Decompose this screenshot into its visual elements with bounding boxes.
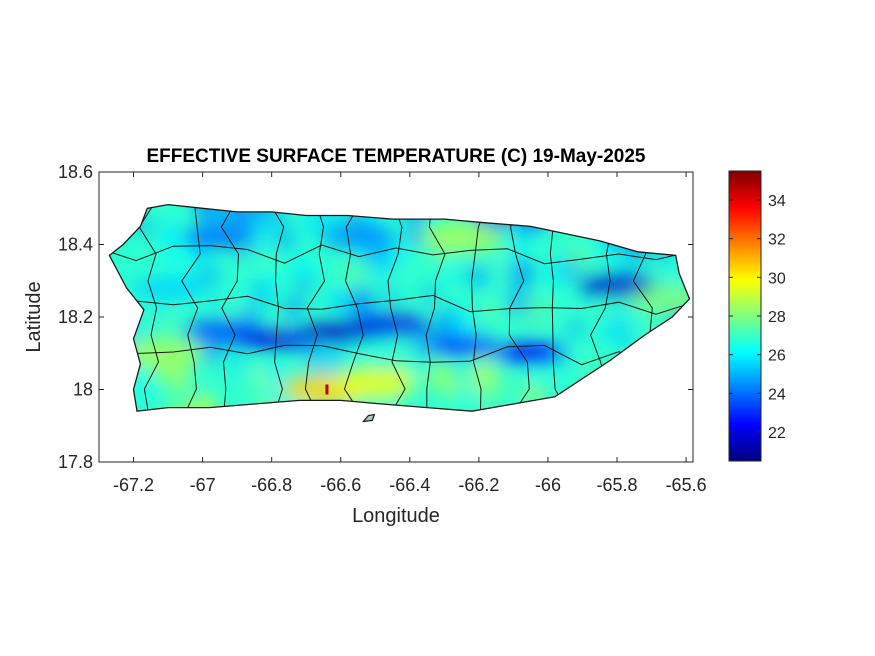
y-tick-label: 18.4 [58,235,93,255]
municipality-line [425,204,446,412]
x-tick-label: -66.8 [251,475,292,495]
warm-spot [333,366,418,399]
field-cell [164,365,191,393]
coastline [108,203,691,412]
cool-spot [233,327,310,350]
colorbar-tick-label: 28 [768,309,786,326]
field-cell [483,377,498,393]
warm-spot [626,282,690,315]
field-cell [196,263,221,288]
field-cell [428,363,456,391]
cool-spot [181,226,258,249]
field-cell [137,388,151,402]
field-cell [157,222,183,248]
field-cell [550,251,565,266]
municipality-line [138,204,160,412]
municipality-line [267,204,285,412]
cool-spot [130,277,207,299]
y-tick-label: 17.8 [58,452,93,472]
field-cell [367,246,396,275]
x-tick-label: -66.6 [320,475,361,495]
colorbar-tick-label: 26 [768,348,786,365]
y-tick-label: 18.6 [58,162,93,182]
municipality-line [181,204,201,412]
x-tick-label: -65.6 [666,475,707,495]
field-cell [440,268,455,282]
field-cell [347,259,361,273]
municipality-line [343,204,364,412]
y-axis-label: Latitude [23,281,45,352]
colorbar-tick-label: 32 [768,232,786,249]
colorbar [728,170,762,462]
y-tick-label: 18.2 [58,307,93,327]
field-cell [252,371,270,388]
field-cell [274,230,295,251]
municipality-line [304,204,326,412]
x-axis: -67.2 -67 -66.8 -66.6 -66.4 -66.2 -66 -65.8 -65.… [113,172,707,495]
field-cell [163,314,179,330]
field-cell [601,316,627,341]
field-cell [230,301,243,314]
x-tick-label: -67 [190,475,216,495]
municipality-line [109,344,690,366]
field-cell [620,310,635,325]
x-tick-label: -65.8 [597,475,638,495]
chart-title: EFFECTIVE SURFACE TEMPERATURE (C) 19-May… [146,146,645,167]
field-cell [565,244,594,272]
field-cell [578,358,594,373]
x-tick-label: -66.2 [458,475,499,495]
colorbar-tick-label: 24 [768,386,786,403]
cool-spot [423,335,500,357]
field-cell [239,248,252,261]
field-cell [374,268,390,284]
field-cell [145,249,161,265]
municipality-line [387,204,406,412]
field-cell [282,296,305,319]
colorbar-tick-label: 30 [768,270,786,287]
cool-spot [320,226,397,249]
field-cell [568,321,584,337]
municipality-boundaries [109,204,690,412]
field-cell [164,247,193,275]
field-cell [329,353,342,366]
municipality-line [508,204,530,412]
y-axis: 17.8 18 18.2 18.4 18.6 [58,162,693,472]
field-cell [248,359,263,375]
municipality-line [220,204,240,412]
field-cell [475,360,495,380]
hot-pixel [325,384,329,395]
field-cell [419,297,437,316]
x-tick-label: -67.2 [113,475,154,495]
field-cell [298,218,316,236]
municipality-line [471,204,490,412]
field-cell [265,384,281,400]
cool-spot [579,273,656,296]
y-tick-label: 18 [73,380,93,400]
field-cell [326,288,352,315]
islet [361,413,376,423]
field-cell [544,264,566,285]
municipality-line [109,244,690,265]
colorbar-ticks: 22 24 26 28 30 32 34 [729,193,786,442]
field-cell [153,313,167,327]
colorbar-tick-label: 22 [768,425,786,442]
municipality-line [109,294,690,315]
field-cell [446,257,460,272]
field-cell [230,356,247,373]
field-cell [291,252,317,278]
field-cell [481,393,498,410]
warm-spot [419,221,504,254]
field-cell [459,379,475,396]
field-cell [523,298,550,325]
x-tick-label: -66.4 [389,475,430,495]
field-cell [465,263,490,289]
x-axis-label: Longitude [352,505,440,527]
colorbar-tick-label: 34 [768,193,786,210]
field-cell [198,341,221,364]
field-cell [598,299,618,318]
x-tick-label: -66 [535,475,561,495]
field-cell [261,273,282,294]
cool-spot [354,313,431,336]
